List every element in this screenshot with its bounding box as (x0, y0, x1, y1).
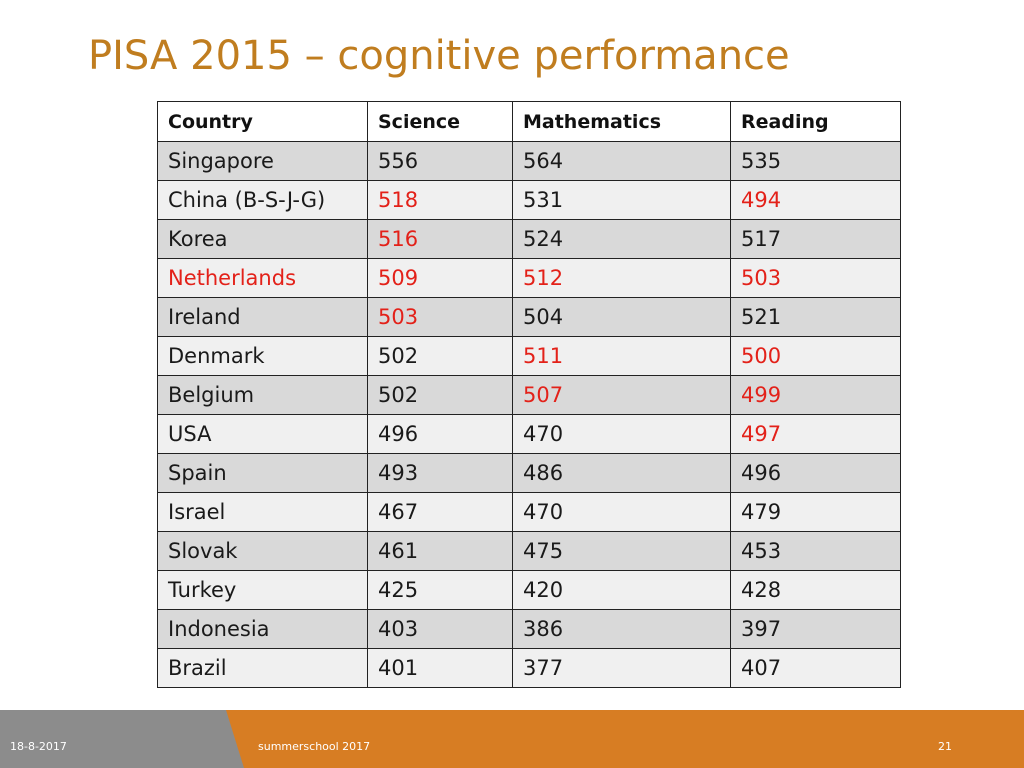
cell-reading: 517 (730, 219, 901, 259)
slide-footer: 18-8-2017 summerschool 2017 21 (0, 710, 1024, 768)
cell-reading: 453 (730, 531, 901, 571)
cell-country: Korea (157, 219, 368, 259)
cell-mathematics: 470 (512, 414, 731, 454)
cell-country: Israel (157, 492, 368, 532)
cell-mathematics: 420 (512, 570, 731, 610)
cell-country: China (B-S-J-G) (157, 180, 368, 220)
cell-mathematics: 377 (512, 648, 731, 688)
cell-mathematics: 504 (512, 297, 731, 337)
pisa-results-table: Country Science Mathematics Reading Sing… (157, 101, 901, 688)
footer-event-name: summerschool 2017 (258, 740, 371, 753)
cell-science: 493 (367, 453, 513, 493)
cell-mathematics: 564 (512, 141, 731, 181)
cell-country: Singapore (157, 141, 368, 181)
cell-science: 425 (367, 570, 513, 610)
cell-science: 509 (367, 258, 513, 298)
cell-reading: 479 (730, 492, 901, 532)
cell-mathematics: 512 (512, 258, 731, 298)
header-country: Country (157, 101, 368, 142)
cell-science: 502 (367, 375, 513, 415)
cell-country: USA (157, 414, 368, 454)
table-body: Singapore 556 564 535 China (B-S-J-G) 518 531 4… (157, 141, 901, 688)
cell-mathematics: 486 (512, 453, 731, 493)
cell-mathematics: 475 (512, 531, 731, 571)
cell-science: 516 (367, 219, 513, 259)
cell-mathematics: 386 (512, 609, 731, 649)
cell-country: Indonesia (157, 609, 368, 649)
footer-orange-band (226, 710, 1024, 768)
table-row: Singapore 556 564 535 (157, 141, 901, 181)
cell-science: 467 (367, 492, 513, 532)
cell-mathematics: 531 (512, 180, 731, 220)
cell-country: Denmark (157, 336, 368, 376)
cell-science: 401 (367, 648, 513, 688)
cell-mathematics: 511 (512, 336, 731, 376)
cell-country: Netherlands (157, 258, 368, 298)
cell-mathematics: 470 (512, 492, 731, 532)
table-row: Belgium 502 507 499 (157, 375, 901, 415)
table-row: Slovak 461 475 453 (157, 531, 901, 571)
cell-country: Ireland (157, 297, 368, 337)
cell-country: Belgium (157, 375, 368, 415)
cell-science: 496 (367, 414, 513, 454)
cell-reading: 500 (730, 336, 901, 376)
cell-science: 461 (367, 531, 513, 571)
table-row: Indonesia 403 386 397 (157, 609, 901, 649)
table-row: Ireland 503 504 521 (157, 297, 901, 337)
cell-reading: 535 (730, 141, 901, 181)
table-row: Spain 493 486 496 (157, 453, 901, 493)
table-row: China (B-S-J-G) 518 531 494 (157, 180, 901, 220)
cell-reading: 494 (730, 180, 901, 220)
table-row: Israel 467 470 479 (157, 492, 901, 532)
cell-reading: 407 (730, 648, 901, 688)
cell-mathematics: 524 (512, 219, 731, 259)
table-row: USA 496 470 497 (157, 414, 901, 454)
footer-page-number: 21 (938, 740, 952, 753)
table-header-row: Country Science Mathematics Reading (157, 101, 901, 142)
table-row: Denmark 502 511 500 (157, 336, 901, 376)
header-reading: Reading (730, 101, 901, 142)
cell-reading: 397 (730, 609, 901, 649)
cell-country: Spain (157, 453, 368, 493)
header-mathematics: Mathematics (512, 101, 731, 142)
cell-science: 403 (367, 609, 513, 649)
cell-science: 518 (367, 180, 513, 220)
cell-country: Brazil (157, 648, 368, 688)
table-row: Brazil 401 377 407 (157, 648, 901, 688)
cell-science: 503 (367, 297, 513, 337)
cell-reading: 521 (730, 297, 901, 337)
header-science: Science (367, 101, 513, 142)
table-row: Turkey 425 420 428 (157, 570, 901, 610)
cell-reading: 496 (730, 453, 901, 493)
cell-mathematics: 507 (512, 375, 731, 415)
table-row: Netherlands 509 512 503 (157, 258, 901, 298)
cell-reading: 428 (730, 570, 901, 610)
table-row: Korea 516 524 517 (157, 219, 901, 259)
footer-date: 18-8-2017 (10, 740, 67, 753)
cell-reading: 499 (730, 375, 901, 415)
cell-science: 556 (367, 141, 513, 181)
cell-science: 502 (367, 336, 513, 376)
footer-gray-band (0, 710, 260, 768)
cell-reading: 497 (730, 414, 901, 454)
cell-country: Slovak (157, 531, 368, 571)
slide-title: PISA 2015 – cognitive performance (88, 33, 790, 79)
cell-reading: 503 (730, 258, 901, 298)
cell-country: Turkey (157, 570, 368, 610)
